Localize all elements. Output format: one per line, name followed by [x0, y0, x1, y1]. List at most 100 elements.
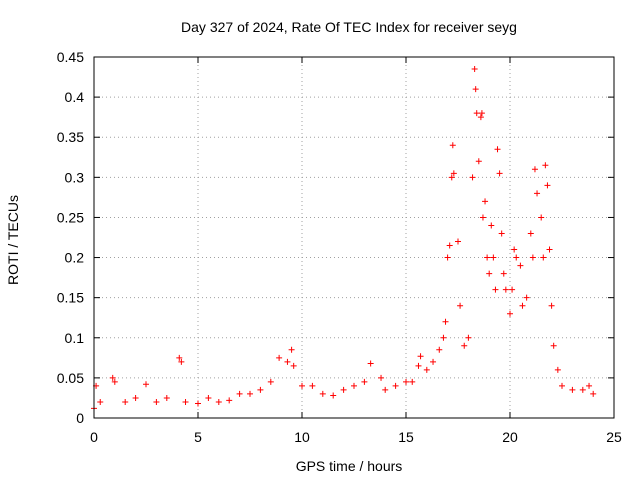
data-point: [430, 358, 437, 365]
data-point: [446, 242, 453, 249]
data-point: [205, 394, 212, 401]
data-point: [542, 162, 549, 169]
x-tick-label: 0: [90, 429, 98, 445]
data-point: [132, 394, 139, 401]
data-point: [569, 386, 576, 393]
x-tick-label: 20: [502, 429, 518, 445]
data-point: [448, 174, 455, 181]
data-point: [330, 392, 337, 399]
data-point: [444, 254, 451, 261]
data-point: [403, 378, 409, 385]
data-point: [290, 362, 297, 369]
data-point: [361, 378, 368, 385]
data-point: [226, 397, 233, 404]
data-point: [163, 394, 170, 401]
data-point: [590, 390, 597, 397]
data-point: [488, 222, 495, 229]
data-point: [415, 362, 422, 369]
y-tick-label: 0.1: [65, 330, 85, 346]
data-point: [484, 254, 491, 261]
data-point: [111, 378, 118, 385]
data-point: [550, 342, 557, 349]
x-tick-labels: 0 5 10 15 20 25: [90, 429, 622, 445]
data-point: [449, 142, 456, 149]
data-point: [469, 174, 476, 181]
data-point: [486, 270, 493, 277]
plot-frame: [93, 56, 615, 419]
x-tick-label: 15: [398, 429, 414, 445]
data-point: [182, 398, 189, 405]
y-tick-label: 0.35: [57, 129, 84, 145]
data-point: [288, 346, 295, 353]
data-point: [471, 66, 478, 73]
data-point: [436, 346, 443, 353]
data-point: [490, 254, 497, 261]
data-point: [284, 358, 291, 365]
data-point: [176, 354, 183, 361]
y-tick-label: 0: [76, 410, 84, 426]
data-point: [507, 310, 513, 317]
data-point: [378, 374, 385, 381]
y-tick-label: 0.2: [65, 250, 85, 266]
data-point: [479, 214, 486, 221]
grid-lines: [94, 57, 614, 418]
y-tick-label: 0.4: [65, 89, 85, 105]
x-tick-label: 10: [294, 429, 310, 445]
data-point: [409, 378, 416, 385]
data-point: [482, 198, 489, 205]
x-axis-title: GPS time / hours: [296, 458, 403, 474]
data-point: [465, 334, 472, 341]
data-point: [461, 342, 468, 349]
data-point: [367, 360, 374, 367]
data-point: [531, 166, 538, 173]
data-point: [473, 110, 480, 117]
data-point: [492, 286, 499, 293]
data-point: [392, 382, 399, 389]
y-axis-title: ROTI / TECUs: [5, 195, 21, 285]
data-point: [440, 334, 447, 341]
y-tick-label: 0.45: [57, 49, 84, 65]
data-point: [527, 230, 534, 237]
data-point: [477, 114, 484, 121]
data-point: [519, 302, 526, 309]
data-point: [548, 302, 555, 309]
axis-ticks: [93, 56, 615, 419]
data-point: [498, 230, 505, 237]
data-point: [299, 382, 305, 389]
data-point: [579, 386, 586, 393]
data-point: [276, 354, 283, 361]
data-point: [586, 382, 593, 389]
data-point: [247, 390, 253, 397]
data-point: [109, 374, 116, 381]
chart-title: Day 327 of 2024, Rate Of TEC Index for r…: [181, 19, 517, 35]
y-tick-label: 0.05: [57, 370, 84, 386]
data-point: [319, 390, 326, 397]
data-point: [500, 270, 507, 277]
data-point: [513, 254, 520, 261]
data-point: [417, 353, 424, 360]
data-point: [509, 286, 516, 293]
data-point: [340, 386, 347, 393]
data-point: [257, 386, 264, 393]
y-tick-label: 0.25: [57, 209, 84, 225]
data-point: [143, 381, 149, 388]
data-point: [540, 254, 547, 261]
data-point: [351, 382, 357, 389]
data-point: [511, 246, 518, 253]
data-point: [382, 386, 389, 393]
data-point: [529, 254, 536, 261]
data-point: [457, 302, 464, 309]
data-point: [236, 390, 243, 397]
data-point: [494, 146, 501, 153]
data-point: [502, 286, 509, 293]
data-point: [195, 400, 201, 407]
data-point: [178, 358, 185, 365]
data-point: [517, 262, 524, 269]
data-point: [267, 378, 274, 385]
data-point: [544, 182, 551, 189]
data-point: [478, 110, 485, 117]
data-point: [554, 366, 561, 373]
data-point: [309, 382, 316, 389]
y-tick-label: 0.3: [65, 169, 85, 185]
